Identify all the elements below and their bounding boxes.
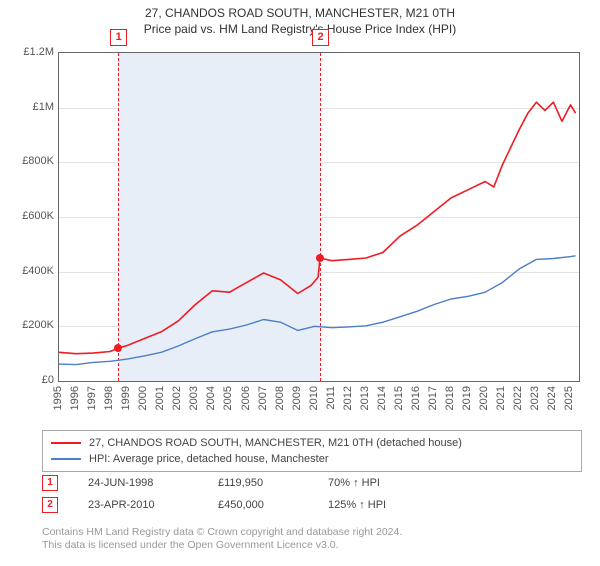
x-tick-label: 2023 <box>529 386 541 410</box>
events-table: 1 24-JUN-1998 £119,950 70% ↑ HPI 2 23-APR-201… <box>42 472 582 516</box>
chart-container: 27, CHANDOS ROAD SOUTH, MANCHESTER, M21 … <box>0 6 600 566</box>
x-tick-label: 2021 <box>495 386 507 410</box>
y-tick-label: £600K <box>4 210 54 222</box>
chart-title: 27, CHANDOS ROAD SOUTH, MANCHESTER, M21 … <box>0 6 600 20</box>
chart-subtitle: Price paid vs. HM Land Registry's House … <box>0 22 600 36</box>
series-hpi <box>59 256 576 365</box>
y-tick-label: £400K <box>4 265 54 277</box>
legend-box: 27, CHANDOS ROAD SOUTH, MANCHESTER, M21 … <box>42 430 582 472</box>
event-pct: 70% ↑ HPI <box>328 477 428 489</box>
x-tick-label: 1996 <box>69 386 81 410</box>
x-tick-label: 1997 <box>86 386 98 410</box>
x-tick-label: 1995 <box>52 386 64 410</box>
x-tick-label: 2006 <box>240 386 252 410</box>
x-tick-label: 2016 <box>410 386 422 410</box>
x-tick-label: 2004 <box>205 386 217 410</box>
sale-point <box>114 344 122 352</box>
event-date: 23-APR-2010 <box>88 499 188 511</box>
footer-line-2: This data is licensed under the Open Gov… <box>42 539 582 552</box>
x-tick-label: 1998 <box>103 386 115 410</box>
x-tick-label: 2020 <box>478 386 490 410</box>
x-tick-label: 2014 <box>376 386 388 410</box>
footer-text: Contains HM Land Registry data © Crown c… <box>42 526 582 552</box>
y-tick-label: £200K <box>4 319 54 331</box>
line-series-svg <box>59 53 579 381</box>
legend-row: 27, CHANDOS ROAD SOUTH, MANCHESTER, M21 … <box>51 435 573 451</box>
x-tick-label: 2013 <box>359 386 371 410</box>
event-row: 1 24-JUN-1998 £119,950 70% ↑ HPI <box>42 472 582 494</box>
x-tick-label: 2015 <box>393 386 405 410</box>
x-tick-label: 2009 <box>291 386 303 410</box>
event-marker-box: 1 <box>42 475 58 491</box>
x-tick-label: 2019 <box>461 386 473 410</box>
y-tick-label: £0 <box>4 374 54 386</box>
y-tick-label: £1.2M <box>4 46 54 58</box>
sale-marker-box: 1 <box>110 29 127 46</box>
x-tick-label: 2000 <box>137 386 149 410</box>
x-tick-label: 1999 <box>120 386 132 410</box>
legend-label: 27, CHANDOS ROAD SOUTH, MANCHESTER, M21 … <box>89 437 462 449</box>
x-tick-label: 2001 <box>154 386 166 410</box>
x-tick-label: 2002 <box>171 386 183 410</box>
event-price: £119,950 <box>218 477 298 489</box>
x-tick-label: 2025 <box>563 386 575 410</box>
plot-area: 12 <box>58 52 580 382</box>
series-price_paid <box>59 102 576 354</box>
x-tick-label: 2018 <box>444 386 456 410</box>
x-tick-label: 2024 <box>546 386 558 410</box>
y-tick-label: £1M <box>4 101 54 113</box>
legend-row: HPI: Average price, detached house, Manc… <box>51 451 573 467</box>
sale-marker-box: 2 <box>312 29 329 46</box>
event-row: 2 23-APR-2010 £450,000 125% ↑ HPI <box>42 494 582 516</box>
event-marker-box: 2 <box>42 497 58 513</box>
legend-label: HPI: Average price, detached house, Manc… <box>89 453 329 465</box>
x-tick-label: 2011 <box>325 386 337 410</box>
x-tick-label: 2017 <box>427 386 439 410</box>
x-tick-label: 2003 <box>188 386 200 410</box>
x-tick-label: 2022 <box>512 386 524 410</box>
x-tick-label: 2010 <box>308 386 320 410</box>
x-tick-label: 2008 <box>274 386 286 410</box>
sale-point <box>316 254 324 262</box>
x-tick-label: 2007 <box>257 386 269 410</box>
y-tick-label: £800K <box>4 155 54 167</box>
footer-line-1: Contains HM Land Registry data © Crown c… <box>42 526 582 539</box>
x-tick-label: 2012 <box>342 386 354 410</box>
legend-swatch <box>51 458 81 460</box>
event-pct: 125% ↑ HPI <box>328 499 428 511</box>
legend-swatch <box>51 442 81 444</box>
x-tick-label: 2005 <box>222 386 234 410</box>
event-price: £450,000 <box>218 499 298 511</box>
event-date: 24-JUN-1998 <box>88 477 188 489</box>
